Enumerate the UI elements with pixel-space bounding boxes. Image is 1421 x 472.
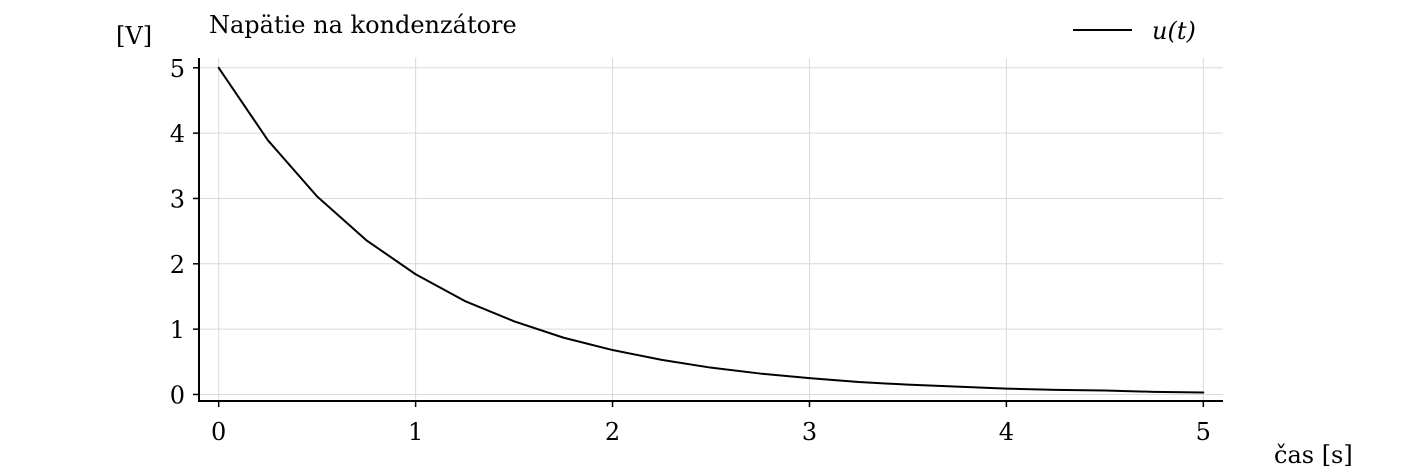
x-tick-label-3: 3 xyxy=(802,418,817,446)
chart-title: Napätie na kondenzátore xyxy=(209,11,517,39)
grid-lines xyxy=(199,58,1223,401)
x-tick-label-4: 4 xyxy=(999,418,1014,446)
x-tick-label-5: 5 xyxy=(1196,418,1211,446)
x-tick-label-2: 2 xyxy=(605,418,620,446)
x-axis-label: čas [s] xyxy=(1274,441,1353,469)
y-tick-label-0: 0 xyxy=(170,381,185,409)
series-lines xyxy=(217,66,1205,394)
y-tick-label-1: 1 xyxy=(170,316,185,344)
x-tick-label-0: 0 xyxy=(211,418,226,446)
legend-label: u(t) xyxy=(1152,17,1196,45)
legend: u(t) xyxy=(1073,17,1196,45)
y-tick-label-5: 5 xyxy=(170,55,185,83)
axes xyxy=(198,58,1223,402)
y-tick-label-3: 3 xyxy=(170,185,185,213)
y-tick-label-2: 2 xyxy=(170,251,185,279)
y-axis-label: [V] xyxy=(116,22,152,50)
tick-marks-and-labels: 0 1 2 3 4 5 0 1 2 3 4 5 xyxy=(170,55,1211,446)
x-tick-label-1: 1 xyxy=(408,418,423,446)
series-line-0 xyxy=(217,66,1205,394)
y-tick-label-4: 4 xyxy=(170,120,185,148)
